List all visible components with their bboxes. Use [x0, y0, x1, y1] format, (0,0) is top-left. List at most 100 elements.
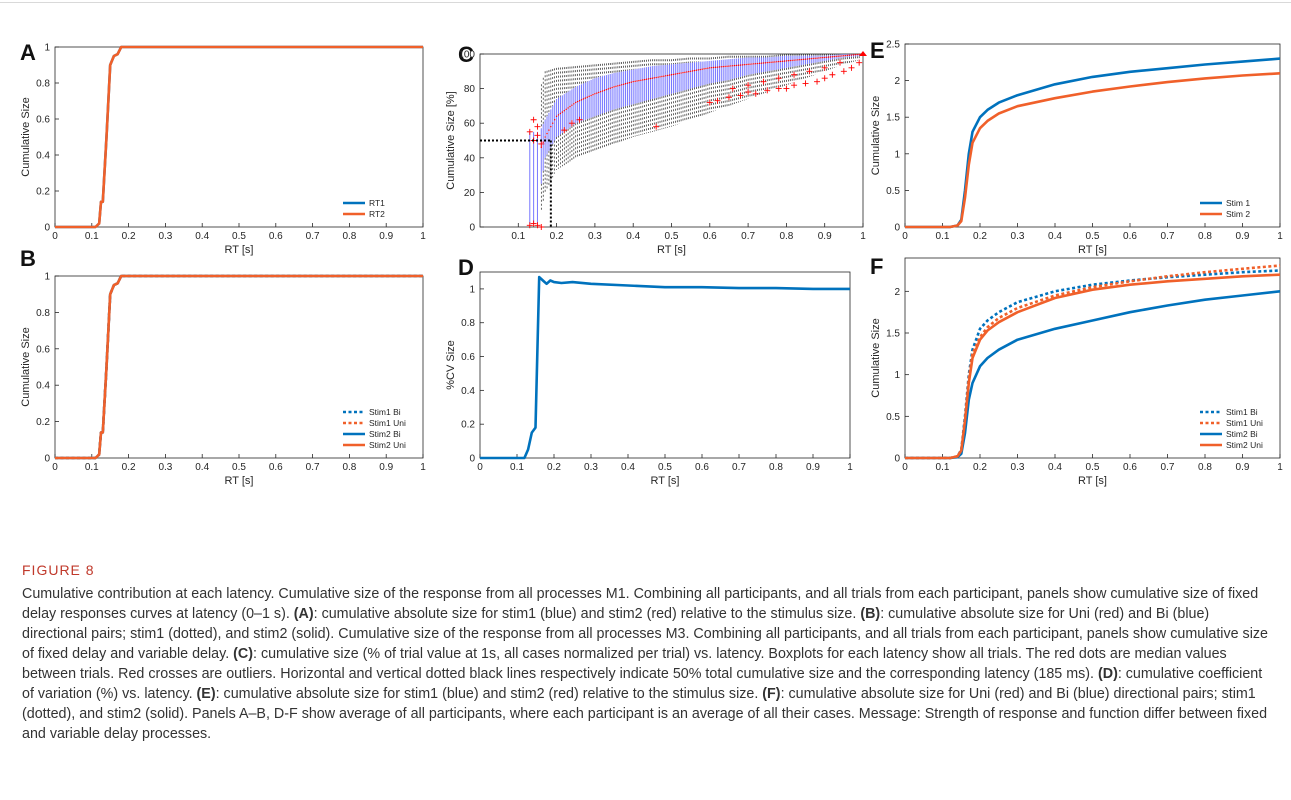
- median-dot: [751, 63, 753, 65]
- outlier-cross: [530, 220, 537, 227]
- median-dot: [768, 61, 770, 64]
- median-dot: [665, 75, 667, 77]
- panel-f: F 0 0.1 0.2 0.3 0.4 0.5 0.6 0.7 0.8 0.9 1 0 0.5 1 1.5 2…: [870, 256, 1283, 488]
- median-dot: [697, 69, 700, 71]
- outlier-cross: [775, 85, 782, 92]
- y-tick-label: 100: [458, 50, 475, 61]
- y-axis-label: Cumulative Size: [870, 318, 882, 397]
- series-line-stim2-uni: [55, 274, 423, 460]
- legend-entry: RT2: [369, 209, 385, 219]
- x-tick-label: 0.7: [1161, 231, 1175, 242]
- x-tick-label: 0.9: [379, 462, 393, 473]
- outlier-cross: [856, 59, 863, 66]
- outlier-cross: [783, 85, 790, 92]
- panel-d: D 0 0.1 0.2 0.3 0.4 0.5 0.6 0.7 0.8 0.9 1 0 0.2 0.4 0.…: [0, 0, 880, 488]
- median-dot: [540, 146, 542, 149]
- median-dot: [756, 62, 759, 65]
- x-tick-label: 1: [420, 462, 426, 473]
- outlier-cross: [837, 59, 844, 66]
- median-dot: [854, 53, 857, 56]
- median-dot: [760, 62, 763, 64]
- series-line-stim1-uni: [905, 264, 1281, 460]
- median-dot: [774, 61, 776, 63]
- median-dot: [569, 105, 571, 108]
- median-dot: [837, 55, 839, 57]
- panel-label-e: E: [870, 38, 885, 63]
- x-tick-label: 0.3: [158, 231, 172, 242]
- x-tick-label: 1: [1277, 462, 1283, 473]
- median-dot: [839, 55, 841, 57]
- y-tick-label: 0.6: [36, 344, 50, 355]
- x-tick-label: 0.9: [818, 231, 832, 242]
- median-dot: [628, 82, 631, 84]
- median-dot: [584, 97, 587, 99]
- median-dot: [824, 56, 826, 59]
- outlier-cross: [534, 222, 541, 229]
- median-dot: [565, 108, 567, 111]
- median-dot: [810, 57, 812, 60]
- outlier-cross: [526, 128, 533, 135]
- y-tick-label: 1: [894, 149, 900, 160]
- outlier-cross: [706, 99, 713, 106]
- x-tick-label: 0: [902, 462, 908, 473]
- median-dot: [827, 56, 830, 58]
- median-dot: [825, 56, 828, 58]
- x-tick-label: 0.1: [85, 231, 99, 242]
- x-tick-label: 0.8: [342, 231, 356, 242]
- median-dot: [770, 61, 772, 64]
- median-dot: [833, 55, 835, 58]
- median-dot: [603, 89, 606, 92]
- median-dot: [609, 87, 611, 89]
- median-dot: [615, 85, 617, 88]
- x-tick-label: 0.2: [122, 462, 136, 473]
- outlier-cross: [737, 92, 744, 99]
- median-dot: [622, 83, 625, 85]
- y-tick-label: 0.4: [36, 381, 50, 392]
- series-line-rt2: [55, 45, 423, 229]
- x-tick-label: 0.9: [379, 231, 393, 242]
- y-tick-label: 0: [894, 223, 900, 234]
- x-tick-label: 1: [847, 462, 853, 473]
- outlier-cross: [802, 80, 809, 87]
- x-tick-label: 0.8: [342, 462, 356, 473]
- series-line-stim2-uni: [905, 273, 1281, 460]
- median-dot: [722, 65, 724, 68]
- median-dot: [621, 84, 623, 86]
- median-dot: [651, 77, 654, 79]
- median-dot: [799, 59, 801, 61]
- x-tick-label: 0.1: [936, 231, 950, 242]
- median-dot: [684, 71, 686, 74]
- series-line-0: [480, 275, 850, 460]
- median-dot: [850, 54, 853, 56]
- panel-e: E 0 0.1 0.2 0.3 0.4 0.5 0.6 0.7 0.8 0.9 1 0 0.5 1 1.5 2…: [0, 0, 1291, 280]
- x-tick-label: 0.1: [85, 462, 99, 473]
- legend-entry: Stim2 Bi: [1226, 429, 1258, 439]
- median-dot: [672, 73, 675, 76]
- x-tick-label: 0.1: [510, 462, 524, 473]
- outlier-cross: [576, 116, 583, 123]
- median-dot: [724, 65, 726, 68]
- y-tick-label: 1: [894, 370, 900, 381]
- median-dot: [755, 62, 757, 65]
- median-dot: [758, 62, 761, 65]
- median-dot: [611, 86, 613, 89]
- median-dot: [845, 54, 847, 57]
- median-dot: [657, 76, 659, 78]
- median-dot: [559, 112, 562, 115]
- median-dot: [789, 59, 791, 62]
- x-tick-label: 0.7: [306, 462, 320, 473]
- x-axis-label: RT [s]: [225, 244, 254, 256]
- y-tick-label: 40: [464, 153, 476, 164]
- median-dot: [596, 92, 598, 94]
- outlier-cross: [775, 75, 782, 82]
- median-dot: [829, 56, 832, 58]
- x-tick-label: 0.5: [665, 231, 679, 242]
- y-tick-label: 0.8: [36, 79, 50, 90]
- median-dot: [841, 55, 843, 57]
- median-dot: [590, 94, 592, 97]
- y-tick-label: 1.5: [886, 113, 900, 124]
- median-dot: [586, 96, 588, 98]
- legend-entry: Stim1 Bi: [1226, 407, 1258, 417]
- y-tick-label: 0.6: [36, 115, 50, 126]
- outlier-cross: [848, 64, 855, 71]
